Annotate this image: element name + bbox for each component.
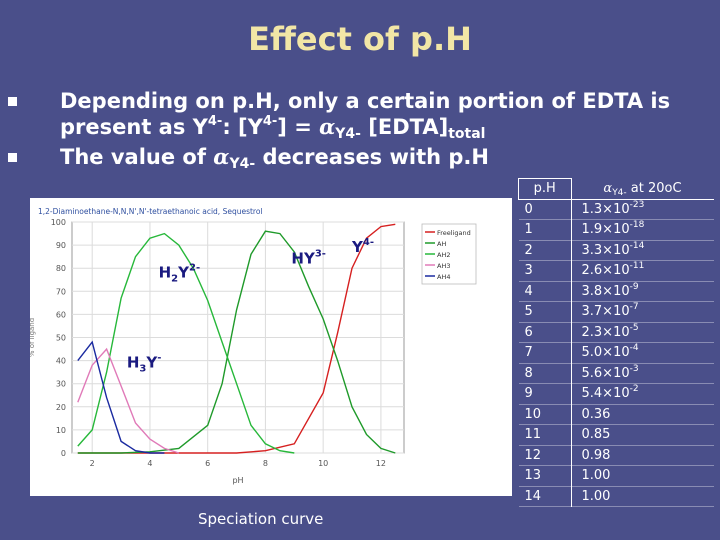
chart-caption: Speciation curve xyxy=(198,510,324,528)
table-row: 0 1.3×10-23 xyxy=(518,199,714,220)
alpha-value-cell: 3.3×10-14 xyxy=(571,240,714,261)
table-row: 6 2.3×10-5 xyxy=(518,322,714,343)
x-tick-label: 8 xyxy=(263,459,268,468)
ph-cell: 4 xyxy=(518,281,572,302)
bullet-item-2: The value of αY4- decreases with p.H xyxy=(0,144,700,173)
bullet-2-text: The value of αY4- decreases with p.H xyxy=(60,144,489,172)
ph-cell: 10 xyxy=(518,404,572,425)
ph-cell: 13 xyxy=(518,465,572,487)
x-tick-label: 4 xyxy=(147,459,152,468)
series-line-ah2 xyxy=(77,232,295,454)
legend-label: AH2 xyxy=(437,251,450,259)
ph-cell: 14 xyxy=(518,486,572,507)
legend-label: AH4 xyxy=(437,273,450,281)
y-tick-label: 50 xyxy=(56,334,66,343)
y-tick-label: 80 xyxy=(56,264,66,273)
y-tick-label: 0 xyxy=(61,449,66,458)
y-tick-label: 70 xyxy=(56,287,66,296)
header-ph: p.H xyxy=(518,178,572,200)
ph-cell: 12 xyxy=(518,445,572,466)
bullet-1-line-2: present as Y4-: [Y4-] = αY4- [EDTA]total xyxy=(60,114,486,142)
ph-cell: 11 xyxy=(518,424,572,446)
table-row: 8 5.6×10-3 xyxy=(518,363,714,384)
table-row: 1 1.9×10-18 xyxy=(518,219,714,241)
speciation-chart-svg: 0 10 20 30 40 50 60 70 80 90 100 2 4 6 8 10 12 1,2-Diamin… xyxy=(28,207,477,485)
x-axis-label: pH xyxy=(232,476,243,485)
ph-cell: 6 xyxy=(518,322,572,343)
alpha-value-cell: 5.6×10-3 xyxy=(571,363,714,384)
alpha-value-cell: 1.00 xyxy=(571,465,714,487)
table-row: 10 0.36 xyxy=(518,404,714,425)
y-tick-label: 30 xyxy=(56,380,66,389)
x-tick-label: 6 xyxy=(205,459,210,468)
table-row: 13 1.00 xyxy=(518,465,714,487)
ph-cell: 7 xyxy=(518,342,572,364)
table-row: 2 3.3×10-14 xyxy=(518,240,714,261)
y-tick-label: 90 xyxy=(56,241,66,250)
speciation-chart: 0 10 20 30 40 50 60 70 80 90 100 2 4 6 8 10 12 1,2-Diamin… xyxy=(28,198,512,496)
y-tick-label: 40 xyxy=(56,357,66,366)
table-row: 3 2.6×10-11 xyxy=(518,260,714,282)
ph-cell: 0 xyxy=(518,199,572,220)
ph-cell: 5 xyxy=(518,301,572,323)
alpha-value-cell: 1.9×10-18 xyxy=(571,219,714,241)
alpha-value-cell: 0.85 xyxy=(571,424,714,446)
alpha-value-cell: 1.00 xyxy=(571,486,714,507)
alpha-value-cell: 3.7×10-7 xyxy=(571,301,714,323)
bullet-item-1: Depending on p.H, only a certain portion… xyxy=(0,88,700,144)
chart-title: 1,2-Diaminoethane-N,N,N',N'-tetraethanoi… xyxy=(38,207,263,216)
alpha-value-cell: 3.8×10-9 xyxy=(571,281,714,302)
y-tick-label: 20 xyxy=(56,403,66,412)
y-axis-label: % of ligand xyxy=(30,318,36,357)
header-alpha: αY4- at 20oC xyxy=(571,178,714,200)
alpha-value-cell: 5.0×10-4 xyxy=(571,342,714,364)
alpha-value-cell: 2.3×10-5 xyxy=(571,322,714,343)
alpha-value-cell: 0.98 xyxy=(571,445,714,466)
alpha-table: p.H αY4- at 20oC 0 1.3×10-23 1 1.9×10-18 2 3.… xyxy=(518,178,714,507)
y-tick-label: 100 xyxy=(51,218,66,227)
ph-cell: 2 xyxy=(518,240,572,261)
x-tick-label: 10 xyxy=(318,459,328,468)
alpha-value-cell: 2.6×10-11 xyxy=(571,260,714,282)
table-header-row: p.H αY4- at 20oC xyxy=(518,178,714,200)
y-tick-label: 10 xyxy=(56,426,66,435)
alpha-value-cell: 0.36 xyxy=(571,404,714,425)
table-row: 9 5.4×10-2 xyxy=(518,383,714,405)
table-row: 12 0.98 xyxy=(518,445,714,466)
square-bullet-icon xyxy=(8,97,17,106)
table-row: 4 3.8×10-9 xyxy=(518,281,714,302)
table-row: 14 1.00 xyxy=(518,486,714,507)
legend-label: AH xyxy=(437,240,446,248)
ph-cell: 9 xyxy=(518,383,572,405)
series-line-ah3 xyxy=(77,347,180,454)
ph-cell: 3 xyxy=(518,260,572,282)
table-row: 11 0.85 xyxy=(518,424,714,446)
table-row: 5 3.7×10-7 xyxy=(518,301,714,323)
x-tick-label: 2 xyxy=(90,459,95,468)
alpha-value-cell: 1.3×10-23 xyxy=(571,199,714,220)
table-row: 7 5.0×10-4 xyxy=(518,342,714,364)
series-line-ah xyxy=(77,230,396,454)
bullet-list: Depending on p.H, only a certain portion… xyxy=(0,88,700,173)
square-bullet-icon xyxy=(8,153,17,162)
legend-label: AH3 xyxy=(437,262,450,270)
bullet-1-line-1: Depending on p.H, only a certain portion… xyxy=(60,89,671,113)
y-tick-label: 60 xyxy=(56,310,66,319)
x-tick-label: 12 xyxy=(376,459,386,468)
ph-cell: 8 xyxy=(518,363,572,384)
legend-label: Freeligand xyxy=(437,229,471,237)
slide-title: Effect of p.H xyxy=(248,20,472,58)
alpha-value-cell: 5.4×10-2 xyxy=(571,383,714,405)
ph-cell: 1 xyxy=(518,219,572,241)
series-line-ah4 xyxy=(77,340,165,454)
species-annotation: H3Y- xyxy=(127,353,162,375)
